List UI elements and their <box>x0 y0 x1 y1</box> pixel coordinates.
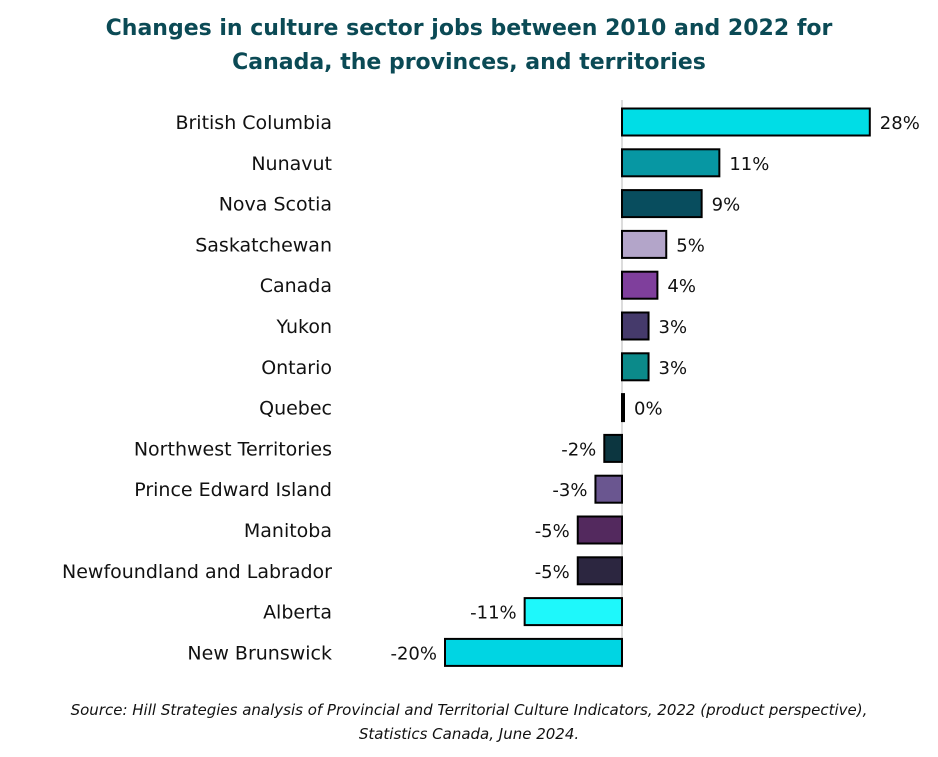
data-label: 28% <box>880 113 920 134</box>
source-line-1: Source: Hill Strategies analysis of Prov… <box>70 701 868 719</box>
category-label: Alberta <box>263 602 332 624</box>
bar <box>603 433 623 463</box>
chart-title-line-2: Canada, the provinces, and territories <box>232 50 706 75</box>
bar-chart: British Columbia 28% Nunavut 11% Nova Scotia… <box>62 100 920 668</box>
source-note: Source: Hill Strategies analysis of Prov… <box>0 698 938 746</box>
data-label: -11% <box>470 603 517 624</box>
data-label: 3% <box>659 358 688 379</box>
bar <box>621 270 659 300</box>
bar <box>621 311 650 341</box>
data-label: -5% <box>535 521 570 542</box>
category-label: New Brunswick <box>187 642 332 664</box>
data-label: -5% <box>535 562 570 583</box>
bar <box>621 148 721 178</box>
bar <box>594 474 624 504</box>
category-label: Quebec <box>259 398 332 420</box>
category-label: Prince Edward Island <box>134 479 332 501</box>
category-label: Northwest Territories <box>134 438 332 460</box>
data-label: -2% <box>561 439 596 460</box>
category-label: Canada <box>260 275 332 297</box>
data-label: 3% <box>659 317 688 338</box>
data-label: 9% <box>712 195 741 216</box>
data-label: -3% <box>552 480 587 501</box>
category-label: Yukon <box>276 316 332 338</box>
bar <box>621 229 668 259</box>
category-label: Manitoba <box>244 520 332 542</box>
chart-title: Changes in culture sector jobs between 2… <box>0 12 938 80</box>
category-label: Ontario <box>261 357 332 379</box>
bar <box>444 637 623 667</box>
bar <box>523 597 624 627</box>
category-label: Newfoundland and Labrador <box>62 561 332 583</box>
data-label: 4% <box>667 276 696 297</box>
source-line-2: Statistics Canada, June 2024. <box>358 725 580 743</box>
category-label: Saskatchewan <box>195 234 332 256</box>
bar <box>621 352 650 382</box>
data-label: 5% <box>676 235 705 256</box>
bar <box>576 515 623 545</box>
category-label: Nova Scotia <box>219 194 332 216</box>
data-label: 0% <box>634 399 663 420</box>
category-label: Nunavut <box>251 153 332 175</box>
chart-title-line-1: Changes in culture sector jobs between 2… <box>105 16 833 41</box>
bar <box>621 393 625 423</box>
bar <box>576 556 623 586</box>
bar <box>621 189 703 219</box>
data-label: -20% <box>390 643 437 664</box>
category-label: British Columbia <box>175 112 332 134</box>
data-label: 11% <box>729 154 769 175</box>
bar <box>621 107 871 137</box>
